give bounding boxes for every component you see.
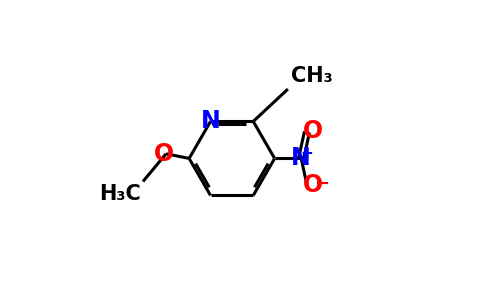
- Text: O: O: [302, 119, 323, 143]
- Text: N: N: [291, 146, 311, 170]
- Text: N: N: [201, 110, 220, 134]
- Text: +: +: [300, 146, 313, 161]
- Text: H₃C: H₃C: [99, 184, 141, 204]
- Text: −: −: [314, 175, 329, 193]
- Text: O: O: [154, 142, 174, 166]
- Text: O: O: [302, 173, 323, 197]
- Text: CH₃: CH₃: [291, 66, 333, 86]
